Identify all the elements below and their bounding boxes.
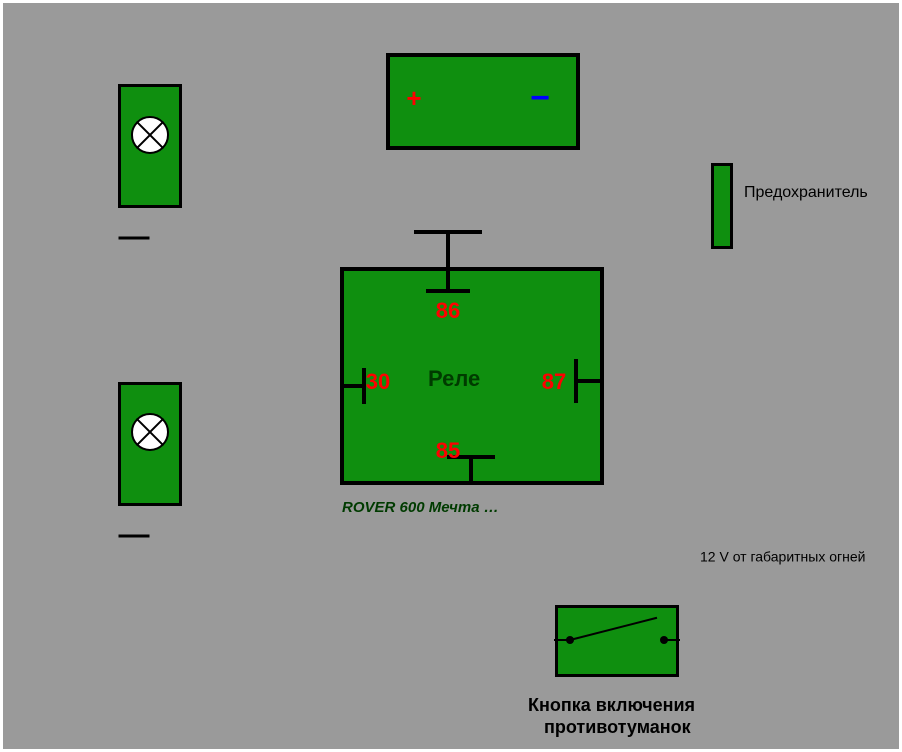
switch-label-1: Кнопка включения [528,695,695,715]
caption-label: ROVER 600 Мечта … [342,499,499,516]
twelve-volt-label: 12 V от габаритных огней [700,549,865,565]
diagram-canvas: + − 86 85 30 87 Реле Предохранитель ROVER 600 Ме… [0,0,902,752]
switch-node-right [660,636,668,644]
relay-label: Реле [428,366,480,391]
switch-label-2: противотуманок [544,717,692,737]
fuse-label: Предохранитель [744,184,868,201]
relay-pin-label-87: 87 [542,369,566,394]
overlay-layer: + − 86 85 30 87 Реле Предохранитель ROVER 600 Ме… [0,0,902,752]
relay-pin-label-85: 85 [436,438,460,463]
battery-plus: + [406,83,421,113]
switch-lever [570,618,656,640]
relay-pin-label-86: 86 [436,298,460,323]
battery-minus: − [530,79,550,117]
relay-pin-label-30: 30 [366,369,390,394]
